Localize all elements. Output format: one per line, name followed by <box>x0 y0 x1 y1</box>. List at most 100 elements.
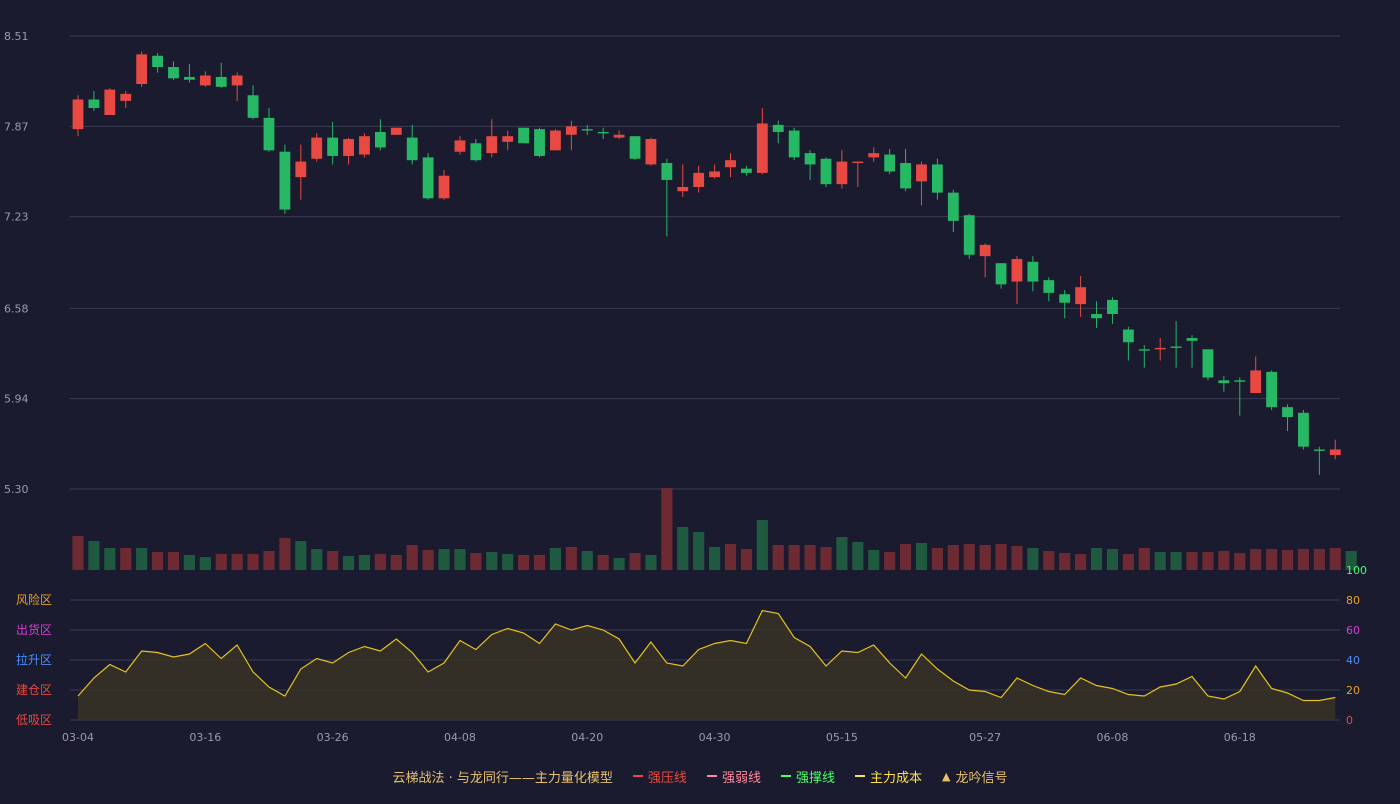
volume-bar <box>342 556 355 570</box>
volume-bar <box>1281 550 1294 570</box>
legend-title: 云梯战法 · 与龙同行——主力量化模型 <box>392 770 613 786</box>
candle-body <box>804 153 816 165</box>
candle-body <box>199 75 211 86</box>
volume-bar <box>756 520 768 570</box>
volume-bar <box>1011 546 1023 570</box>
candle-body <box>327 137 339 156</box>
volume-bar <box>565 547 577 570</box>
candle-body <box>406 137 418 161</box>
volume-bar <box>231 554 243 570</box>
volume-bar <box>295 541 307 570</box>
candle-body <box>677 187 689 192</box>
candle-body <box>1059 294 1071 303</box>
indicator-y-tick: 100 <box>1346 564 1367 577</box>
candle-body <box>88 99 100 108</box>
legend-label: 强撑线 <box>795 770 835 786</box>
candle-body <box>581 129 593 131</box>
candle-body <box>629 136 641 159</box>
candle-body <box>756 123 768 173</box>
volume-bar <box>183 555 195 570</box>
volume-bar <box>709 547 721 570</box>
x-tick-label: 06-18 <box>1224 731 1256 744</box>
legend-item-signal[interactable]: ▲ 龙吟信号 <box>942 767 1007 786</box>
candle-body <box>1154 347 1166 350</box>
legend-item-support[interactable]: 强撑线 <box>780 767 835 786</box>
volume-bar <box>1090 548 1103 570</box>
candle-body <box>1027 261 1039 282</box>
volume-bar <box>1345 551 1357 570</box>
candle-body <box>868 153 880 158</box>
volume-bar <box>836 537 848 570</box>
volume-bar <box>1250 549 1262 570</box>
legend-swatch-icon <box>632 775 643 777</box>
candle-body <box>1234 380 1246 382</box>
candle-body <box>613 134 625 138</box>
volume-bar <box>1297 549 1310 570</box>
candle-body <box>359 136 370 155</box>
volume-bar <box>406 545 418 570</box>
candle-body <box>390 127 402 135</box>
volume-bar <box>438 549 450 570</box>
indicator-y-tick: 0 <box>1346 714 1353 727</box>
volume-bar <box>247 554 259 570</box>
candle-body <box>852 161 864 164</box>
candle-body <box>900 163 911 189</box>
candle-body <box>709 171 721 178</box>
volume-bar <box>152 552 164 570</box>
candle-body <box>1186 338 1198 341</box>
volume-bar <box>963 544 975 570</box>
volume-bar <box>502 554 514 570</box>
legend-label: 强压线 <box>647 770 687 786</box>
candle-body <box>661 163 673 180</box>
volume-bar <box>104 548 116 570</box>
volume-bar <box>470 553 482 570</box>
candle-body <box>168 67 179 79</box>
volume-bar <box>1027 548 1039 570</box>
candle-body <box>565 126 577 135</box>
candle-body <box>1282 407 1293 418</box>
volume-bar <box>374 554 386 570</box>
candle-body <box>772 124 784 132</box>
volume-bar <box>661 488 673 570</box>
legend-swatch-icon <box>780 775 791 777</box>
legend-item-cost[interactable]: 主力成本 <box>854 767 922 786</box>
volume-bar <box>454 549 466 570</box>
candle-body <box>502 136 514 142</box>
volume-bar <box>279 538 291 570</box>
volume-bar <box>1234 553 1246 570</box>
volume-bar <box>549 548 562 570</box>
y-tick-label: 8.51 <box>4 30 29 43</box>
volume-bar <box>215 554 227 570</box>
volume-bar <box>597 555 609 570</box>
legend-item-resistance[interactable]: 强压线 <box>632 767 687 786</box>
candle-body <box>486 136 498 154</box>
legend-swatch-icon <box>854 775 865 777</box>
zone-label: 出货区 <box>16 622 52 637</box>
candle-body <box>183 76 195 80</box>
candle-body <box>374 131 386 148</box>
volume-bar <box>1138 548 1150 570</box>
y-tick-label: 6.58 <box>4 302 29 315</box>
volume-bar <box>263 551 275 570</box>
x-tick-label: 03-26 <box>317 731 349 744</box>
legend-item-strength[interactable]: 强弱线 <box>706 767 761 786</box>
candle-body <box>947 192 959 221</box>
volume-bar <box>804 545 816 570</box>
candle-body <box>645 139 657 165</box>
volume-bar <box>693 532 705 570</box>
candle-body <box>104 89 116 116</box>
candle-body <box>136 54 148 84</box>
volume-bar <box>931 548 943 570</box>
indicator-area <box>78 610 1336 720</box>
triangle-icon: ▲ <box>941 769 951 783</box>
zone-label: 拉升区 <box>16 652 52 667</box>
volume-bar <box>1154 552 1166 570</box>
volume-bar <box>422 550 434 570</box>
indicator-y-tick: 20 <box>1346 684 1360 697</box>
volume-bar <box>915 543 928 570</box>
x-tick-label: 04-20 <box>571 731 603 744</box>
volume-bar <box>136 548 148 570</box>
candle-body <box>1218 380 1230 384</box>
candle-body <box>295 161 307 178</box>
volume-bar <box>327 551 339 570</box>
